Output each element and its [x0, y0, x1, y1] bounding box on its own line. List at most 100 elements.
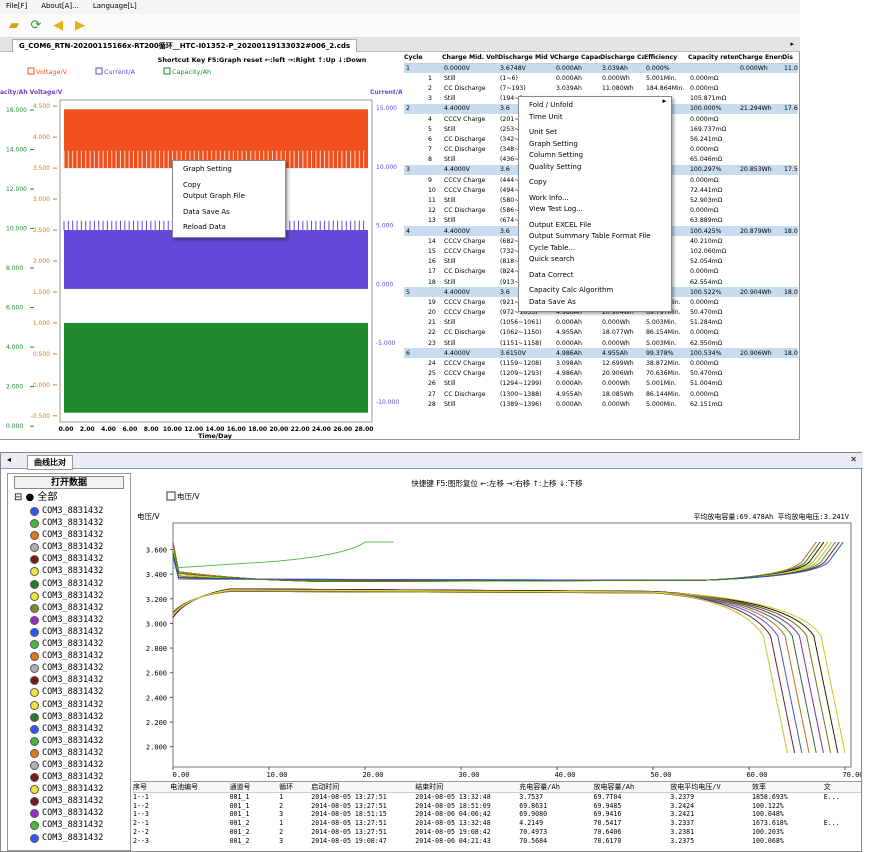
table-row[interactable]: 23 Still (1151~1158) 0.000Ah 0.000Wh 5.003Min… — [404, 338, 798, 348]
tree-item[interactable]: COM3_8831432 — [8, 553, 130, 565]
table-menu-item[interactable]: Time Unit — [529, 112, 563, 121]
menu-about[interactable]: About[A]... — [41, 2, 79, 10]
table-header-cell[interactable]: Discharge Mid Volt — [498, 52, 554, 64]
menu-output-graph-file[interactable]: Output Graph File — [183, 192, 245, 200]
summary-header-cell[interactable]: 通道号 — [229, 782, 280, 793]
table-row[interactable]: 13 Still (674~6 63.889mΩ — [404, 216, 798, 226]
summary-row[interactable]: 1--2 001_1 2 2014-08-05 13:27:51 2014-08-05 … — [133, 801, 861, 810]
table-header-cell[interactable]: Charge Capacity — [554, 52, 600, 64]
refresh-icon[interactable]: ⟳ — [30, 17, 42, 33]
menu-copy[interactable]: Copy — [183, 180, 201, 189]
menu-reload-data[interactable]: Reload Data — [183, 223, 226, 231]
table-header-cell[interactable] — [426, 52, 442, 64]
tree-item[interactable]: COM3_8831432 — [8, 590, 130, 602]
forward-arrow-icon[interactable]: ▶ — [75, 17, 85, 33]
table-row[interactable]: 1 0.0000V 3.6748V 0.000Ah 3.039Ah 0.000% 0.000… — [404, 63, 798, 74]
table-row[interactable]: 8 Still (436~4 65.046mΩ — [404, 155, 798, 165]
table-row[interactable]: 11 Still (580~5 52.903mΩ — [404, 195, 798, 205]
table-menu-item[interactable]: Output Summary Table Format File — [529, 232, 651, 240]
table-menu-item[interactable]: Unit Set — [529, 128, 557, 136]
table-menu-item[interactable]: Fold / Unfold — [529, 101, 573, 109]
table-row[interactable]: 20 CCCV Charge (972~1055) 4.986Ah 20.904Wh 69… — [404, 308, 798, 318]
menu-file[interactable]: File[F] — [6, 2, 28, 10]
table-menu-item[interactable]: Output EXCEL File — [529, 220, 592, 229]
tree-item[interactable]: COM3_8831432 — [8, 819, 130, 831]
table-menu-item[interactable]: Work Info... — [529, 193, 569, 202]
file-tab[interactable]: G_COM6_RTN-20200115166x-RT200循环__HTC-I01… — [12, 39, 358, 52]
cycle-graph[interactable]: Shortcut Key F5:Graph reset ←:left →:Rig… — [0, 52, 402, 440]
tree-item[interactable]: COM3_8831432 — [8, 565, 130, 577]
table-header-cell[interactable]: Discharge Capa — [600, 52, 644, 64]
summary-header-cell[interactable]: 结束时间 — [415, 782, 520, 793]
table-row[interactable]: 1 Still (1~6) 0.000Ah 0.000Wh 5.001Min. 0.000m… — [404, 73, 798, 83]
table-menu-item[interactable]: Copy — [529, 178, 547, 186]
summary-row[interactable]: 2--3 001_2 3 2014-08-05 19:08:47 2014-08-06 … — [133, 836, 861, 845]
tree-item[interactable]: COM3_8831432 — [8, 602, 130, 614]
tree-item[interactable]: COM3_8831432 — [8, 517, 130, 529]
menu-language[interactable]: Language[L] — [92, 2, 137, 10]
table-row[interactable]: 22 CC Discharge (1062~1150) 4.955Ah 18.077Wh… — [404, 328, 798, 338]
tree-item[interactable]: COM3_8831432 — [8, 711, 130, 723]
tree-item[interactable]: COM3_8831432 — [8, 795, 130, 807]
summary-row[interactable]: 1--3 001_1 3 2014-08-05 18:51:15 2014-08-06 … — [133, 810, 861, 819]
tree-item[interactable]: COM3_8831432 — [8, 807, 130, 819]
tree-item[interactable]: COM3_8831432 — [8, 759, 130, 771]
tree-item[interactable]: COM3_8831432 — [8, 650, 130, 662]
table-menu-item[interactable]: Data Correct — [529, 270, 574, 279]
table-menu-item[interactable]: View Test Log... — [529, 205, 584, 213]
table-row[interactable]: 6 CC Discharge (342~3 56.241mΩ — [404, 134, 798, 144]
table-row[interactable]: 15 CCCV Charge (732~8 102.060mΩ — [404, 246, 798, 256]
summary-header-cell[interactable]: 序号 — [133, 782, 171, 793]
tree-item[interactable]: COM3_8831432 — [8, 832, 130, 844]
table-header-cell[interactable]: Dis — [782, 52, 798, 64]
table-row[interactable]: 10 CCCV Charge (494~5 72.441mΩ — [404, 185, 798, 195]
table-row[interactable]: 24 CCCV Charge (1159~1208) 3.098Ah 12.699Wh 3… — [404, 358, 798, 368]
tree-item[interactable]: COM3_8831432 — [8, 529, 130, 541]
summary-header-cell[interactable]: 充电容量/Ah — [519, 782, 594, 793]
table-row[interactable]: 12 CC Discharge (586~6 0.000mΩ — [404, 206, 798, 216]
tab-scroll-right-icon[interactable]: ▸ — [790, 40, 794, 48]
table-row[interactable]: 5 Still (253~3 169.737mΩ — [404, 124, 798, 134]
table-header-cell[interactable]: Charge Mid. Volt — [442, 52, 498, 64]
table-menu-item[interactable]: Quality Setting — [529, 162, 582, 171]
summary-header-cell[interactable]: 循环 — [279, 782, 312, 793]
table-row[interactable]: 6 4.4000V 3.6150V 4.986Ah 4.955Ah 99.378% 100.… — [404, 348, 798, 359]
table-row[interactable]: 4 CCCV Charge (201~2 0.000mΩ — [404, 114, 798, 124]
table-menu-item[interactable]: Column Setting — [529, 151, 584, 159]
tree-item[interactable]: COM3_8831432 — [8, 771, 130, 783]
tree-item[interactable]: COM3_8831432 — [8, 626, 130, 638]
legend-checkbox[interactable] — [27, 67, 35, 75]
voltage-checkbox[interactable] — [166, 491, 176, 501]
summary-header-cell[interactable]: 放电容量/Ah — [593, 782, 671, 793]
table-row[interactable]: 14 CCCV Charge (682~7 40.210mΩ — [404, 236, 798, 246]
table-row[interactable]: 16 Still (818~8 52.054mΩ — [404, 257, 798, 267]
table-row[interactable]: 27 CC Discharge (1300~1388) 4.955Ah 18.085Wh… — [404, 389, 798, 399]
tree-item[interactable]: COM3_8831432 — [8, 723, 130, 735]
tab-scroll-left-icon[interactable]: ◂ — [7, 455, 12, 464]
tree-item[interactable]: COM3_8831432 — [8, 699, 130, 711]
table-row[interactable]: 18 Still (913~9 62.554mΩ — [404, 277, 798, 287]
summary-row[interactable]: 2--2 001_2 2 2014-08-05 13:27:51 2014-08-05 … — [133, 828, 861, 837]
table-menu-item[interactable]: Graph Setting — [529, 139, 578, 148]
table-header-cell[interactable]: Capacity retenti — [688, 52, 738, 64]
table-row[interactable]: 28 Still (1389~1396) 0.000Ah 0.000Wh 5.000Min… — [404, 399, 798, 409]
tree-item[interactable]: COM3_8831432 — [8, 505, 130, 517]
table-row[interactable]: 3 Still (194~2 105.871mΩ — [404, 94, 798, 104]
open-folder-icon[interactable]: ▰ — [9, 17, 19, 33]
tab-curve-compare[interactable]: 曲线比对 — [27, 455, 73, 470]
table-row[interactable]: 25 CCCV Charge (1209~1293) 4.986Ah 20.906Wh 7… — [404, 369, 798, 379]
menu-data-save-as[interactable]: Data Save As — [183, 207, 230, 216]
back-arrow-icon[interactable]: ◀ — [53, 17, 63, 33]
table-row[interactable]: 9 CCCV Charge (444~4 0.000mΩ — [404, 175, 798, 185]
summary-header-cell[interactable]: 电池编号 — [170, 782, 230, 793]
tree-item[interactable]: COM3_8831432 — [8, 614, 130, 626]
table-row[interactable]: 26 Still (1294~1299) 0.000Ah 0.000Wh 5.001Min… — [404, 379, 798, 389]
table-row[interactable]: 7 CC Discharge (348~4 0.000mΩ — [404, 145, 798, 155]
tree-item[interactable]: COM3_8831432 — [8, 735, 130, 747]
summary-header-cell[interactable]: 启动时间 — [311, 782, 416, 793]
summary-row[interactable]: 1--1 001_1 1 2014-08-05 13:27:51 2014-08-05 … — [133, 793, 861, 802]
tree-item[interactable]: COM3_8831432 — [8, 578, 130, 590]
table-row[interactable]: 17 CC Discharge (824~9 0.000mΩ — [404, 267, 798, 277]
tree-item[interactable]: COM3_8831432 — [8, 783, 130, 795]
table-row[interactable]: 21 Still (1056~1061) 0.000Ah 0.000Wh 5.003Min… — [404, 318, 798, 328]
